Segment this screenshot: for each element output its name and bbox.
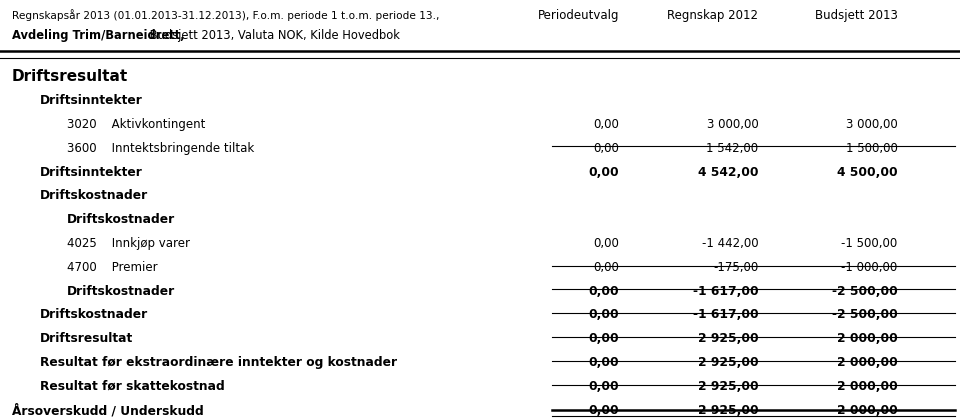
- Text: 4025    Innkjøp varer: 4025 Innkjøp varer: [67, 237, 190, 250]
- Text: Driftsresultat: Driftsresultat: [40, 332, 133, 345]
- Text: Driftskostnader: Driftskostnader: [40, 189, 149, 202]
- Text: 0,00: 0,00: [593, 261, 619, 274]
- Text: -1 000,00: -1 000,00: [841, 261, 898, 274]
- Text: -2 500,00: -2 500,00: [832, 308, 898, 321]
- Text: 2 925,00: 2 925,00: [698, 332, 758, 345]
- Text: Resultat før skattekostnad: Resultat før skattekostnad: [40, 380, 225, 393]
- Text: 1 542,00: 1 542,00: [707, 142, 758, 155]
- Text: Avdeling Trim/Barneidrett,: Avdeling Trim/Barneidrett,: [12, 29, 184, 42]
- Text: Regnskapsår 2013 (01.01.2013-31.12.2013), F.o.m. periode 1 t.o.m. periode 13.,: Regnskapsår 2013 (01.01.2013-31.12.2013)…: [12, 9, 439, 21]
- Text: -175,00: -175,00: [713, 261, 758, 274]
- Text: 2 000,00: 2 000,00: [837, 356, 898, 369]
- Text: 3020    Aktivkontingent: 3020 Aktivkontingent: [67, 118, 205, 131]
- Text: Årsoverskudd / Underskudd: Årsoverskudd / Underskudd: [12, 404, 204, 417]
- Text: 1 500,00: 1 500,00: [846, 142, 898, 155]
- Text: 4700    Premier: 4700 Premier: [67, 261, 157, 274]
- Text: 3 000,00: 3 000,00: [707, 118, 758, 131]
- Text: Periodeutvalg: Periodeutvalg: [538, 9, 619, 22]
- Text: 0,00: 0,00: [593, 237, 619, 250]
- Text: 2 000,00: 2 000,00: [837, 380, 898, 393]
- Text: Budsjett 2013, Valuta NOK, Kilde Hovedbok: Budsjett 2013, Valuta NOK, Kilde Hovedbo…: [146, 29, 399, 42]
- Text: Budsjett 2013: Budsjett 2013: [815, 9, 898, 22]
- Text: 0,00: 0,00: [588, 356, 619, 369]
- Text: 0,00: 0,00: [588, 166, 619, 178]
- Text: 4 500,00: 4 500,00: [837, 166, 898, 178]
- Text: Driftskostnader: Driftskostnader: [67, 213, 176, 226]
- Text: Driftskostnader: Driftskostnader: [67, 285, 176, 298]
- Text: 2 925,00: 2 925,00: [698, 356, 758, 369]
- Text: 0,00: 0,00: [588, 380, 619, 393]
- Text: 0,00: 0,00: [588, 332, 619, 345]
- Text: 2 925,00: 2 925,00: [698, 404, 758, 417]
- Text: 4 542,00: 4 542,00: [698, 166, 758, 178]
- Text: 0,00: 0,00: [593, 118, 619, 131]
- Text: -1 617,00: -1 617,00: [693, 308, 758, 321]
- Text: 2 000,00: 2 000,00: [837, 332, 898, 345]
- Text: -1 500,00: -1 500,00: [841, 237, 898, 250]
- Text: Driftskostnader: Driftskostnader: [40, 308, 149, 321]
- Text: Regnskap 2012: Regnskap 2012: [667, 9, 758, 22]
- Text: 0,00: 0,00: [588, 404, 619, 417]
- Text: Driftsinntekter: Driftsinntekter: [40, 94, 143, 107]
- Text: -1 442,00: -1 442,00: [702, 237, 758, 250]
- Text: -1 617,00: -1 617,00: [693, 285, 758, 298]
- Text: 3 000,00: 3 000,00: [846, 118, 898, 131]
- Text: -2 500,00: -2 500,00: [832, 285, 898, 298]
- Text: 3600    Inntektsbringende tiltak: 3600 Inntektsbringende tiltak: [67, 142, 254, 155]
- Text: Resultat før ekstraordinære inntekter og kostnader: Resultat før ekstraordinære inntekter og…: [40, 356, 397, 369]
- Text: 0,00: 0,00: [588, 285, 619, 298]
- Text: 2 000,00: 2 000,00: [837, 404, 898, 417]
- Text: Driftsresultat: Driftsresultat: [12, 69, 128, 84]
- Text: Driftsinntekter: Driftsinntekter: [40, 166, 143, 178]
- Text: 2 925,00: 2 925,00: [698, 380, 758, 393]
- Text: 0,00: 0,00: [588, 308, 619, 321]
- Text: 0,00: 0,00: [593, 142, 619, 155]
